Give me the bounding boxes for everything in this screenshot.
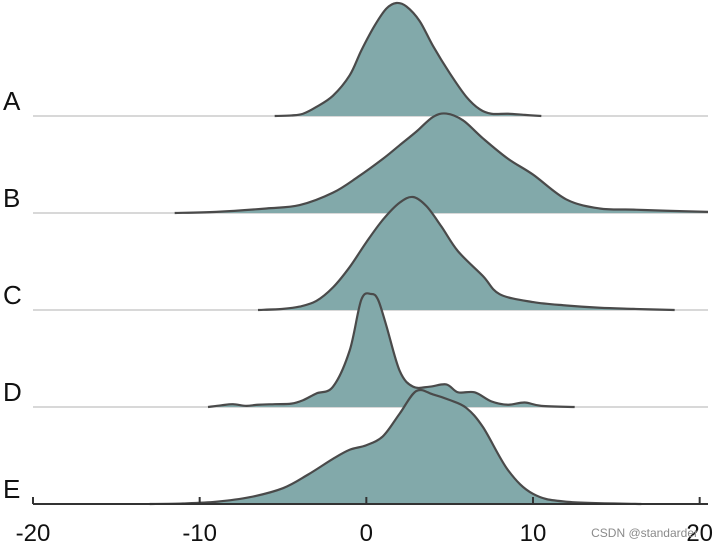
x-tick-label-0: -20: [16, 520, 51, 547]
x-tick-label-1: -10: [182, 520, 217, 547]
row-label-e: E: [3, 474, 20, 504]
watermark: CSDN @standarder: [591, 526, 698, 540]
x-tick-label-3: 10: [520, 520, 547, 547]
density-area-d: [208, 293, 575, 407]
density-line-c: [257, 195, 675, 312]
density-line-a: [274, 1, 542, 118]
density-line-e: [149, 388, 642, 506]
x-tick-label-2: 0: [360, 520, 373, 547]
row-label-a: A: [3, 86, 21, 116]
density-area-b: [174, 113, 709, 213]
row-label-d: D: [3, 377, 22, 407]
density-area-a: [274, 2, 542, 116]
row-label-c: C: [3, 280, 22, 310]
row-label-b: B: [3, 183, 20, 213]
density-area-e: [149, 389, 642, 504]
x-tick-label-4: 20: [686, 520, 713, 547]
density-area-c: [258, 196, 675, 310]
density-line-b: [174, 112, 709, 215]
density-line-d: [207, 292, 575, 409]
